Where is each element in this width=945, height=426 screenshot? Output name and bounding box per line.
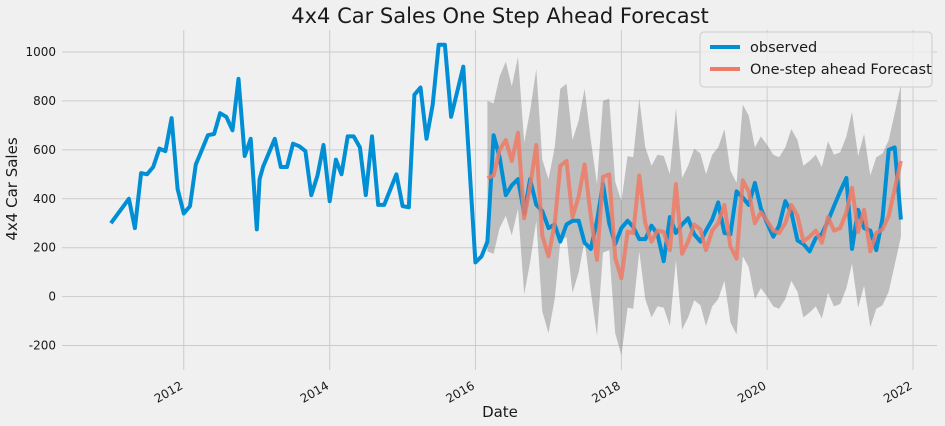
y-tick-label: 200 xyxy=(33,241,56,255)
y-tick-label: 600 xyxy=(33,143,56,157)
confidence-band xyxy=(487,56,901,356)
series-layer xyxy=(109,42,903,281)
y-tick-label: -200 xyxy=(29,339,56,353)
y-tick-label: 800 xyxy=(33,94,56,108)
y-tick-label: 0 xyxy=(48,290,56,304)
y-tick-label: 1000 xyxy=(25,45,56,59)
y-tick-labels: -200 0 200 400 600 800 1000 xyxy=(25,45,56,353)
legend-label-observed: observed xyxy=(750,40,817,56)
series-line-forecast xyxy=(486,130,903,281)
legend: observed One-step ahead Forecast xyxy=(699,31,933,88)
y-axis-label: 4x4 Car Sales xyxy=(3,137,21,240)
y-tick-label: 400 xyxy=(33,192,56,206)
x-axis-label: Date xyxy=(482,403,518,421)
confidence-band-layer xyxy=(487,56,901,356)
legend-box xyxy=(699,31,933,88)
chart-title: 4x4 Car Sales One Step Ahead Forecast xyxy=(291,4,709,28)
legend-label-forecast: One-step ahead Forecast xyxy=(750,62,932,78)
